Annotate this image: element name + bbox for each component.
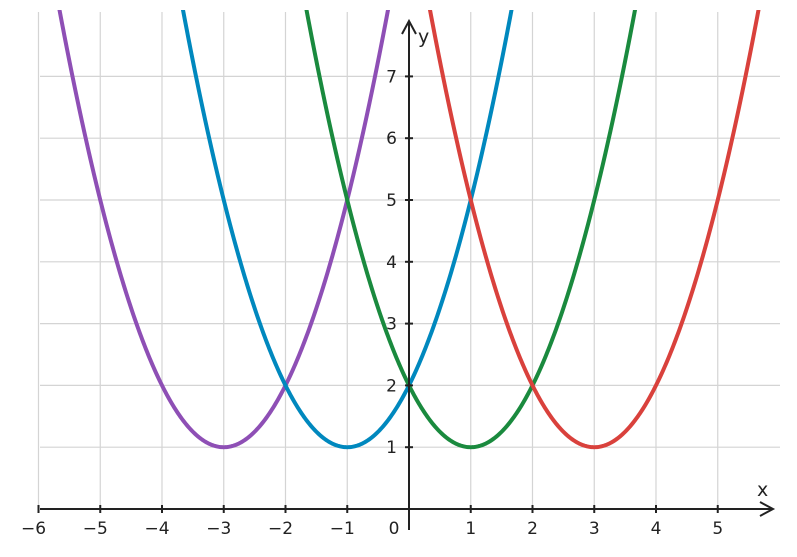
x-axis-arrow (759, 501, 776, 517)
y-tick-label: 3 (386, 315, 397, 335)
y-tick-label: 6 (386, 129, 397, 149)
y-tick-label: 5 (386, 191, 397, 211)
y-axis-arrow (401, 18, 417, 35)
x-tick-label: −1 (330, 519, 355, 539)
x-axis-label: x (757, 479, 768, 501)
series-line-3 (304, 10, 638, 450)
x-tick-label: −3 (206, 519, 231, 539)
y-tick-label: 4 (386, 253, 397, 273)
curves (57, 10, 761, 450)
series-line-1 (57, 10, 391, 450)
x-tick-label: 0 (389, 519, 400, 539)
y-axis-label: y (418, 26, 429, 48)
y-tick-label: 1 (386, 438, 397, 458)
x-tick-label: 2 (527, 519, 538, 539)
x-tick-label: −6 (21, 519, 46, 539)
x-tick-label: −4 (144, 519, 169, 539)
x-tick-label: 4 (651, 519, 662, 539)
x-tick-label: −5 (83, 519, 108, 539)
series-line-4 (427, 10, 761, 450)
series-line-2 (180, 10, 514, 450)
y-tick-label: 7 (386, 67, 397, 87)
ticks: −6 −5 −4 −3 −2 −1 0 1 2 3 4 5 1 2 3 4 5 6 7 (21, 67, 723, 539)
x-tick-label: 1 (465, 519, 476, 539)
x-tick-label: 5 (712, 519, 723, 539)
y-tick-label: 2 (386, 376, 397, 396)
x-tick-label: −2 (268, 519, 293, 539)
x-tick-label: 3 (589, 519, 600, 539)
axes (40, 18, 776, 530)
